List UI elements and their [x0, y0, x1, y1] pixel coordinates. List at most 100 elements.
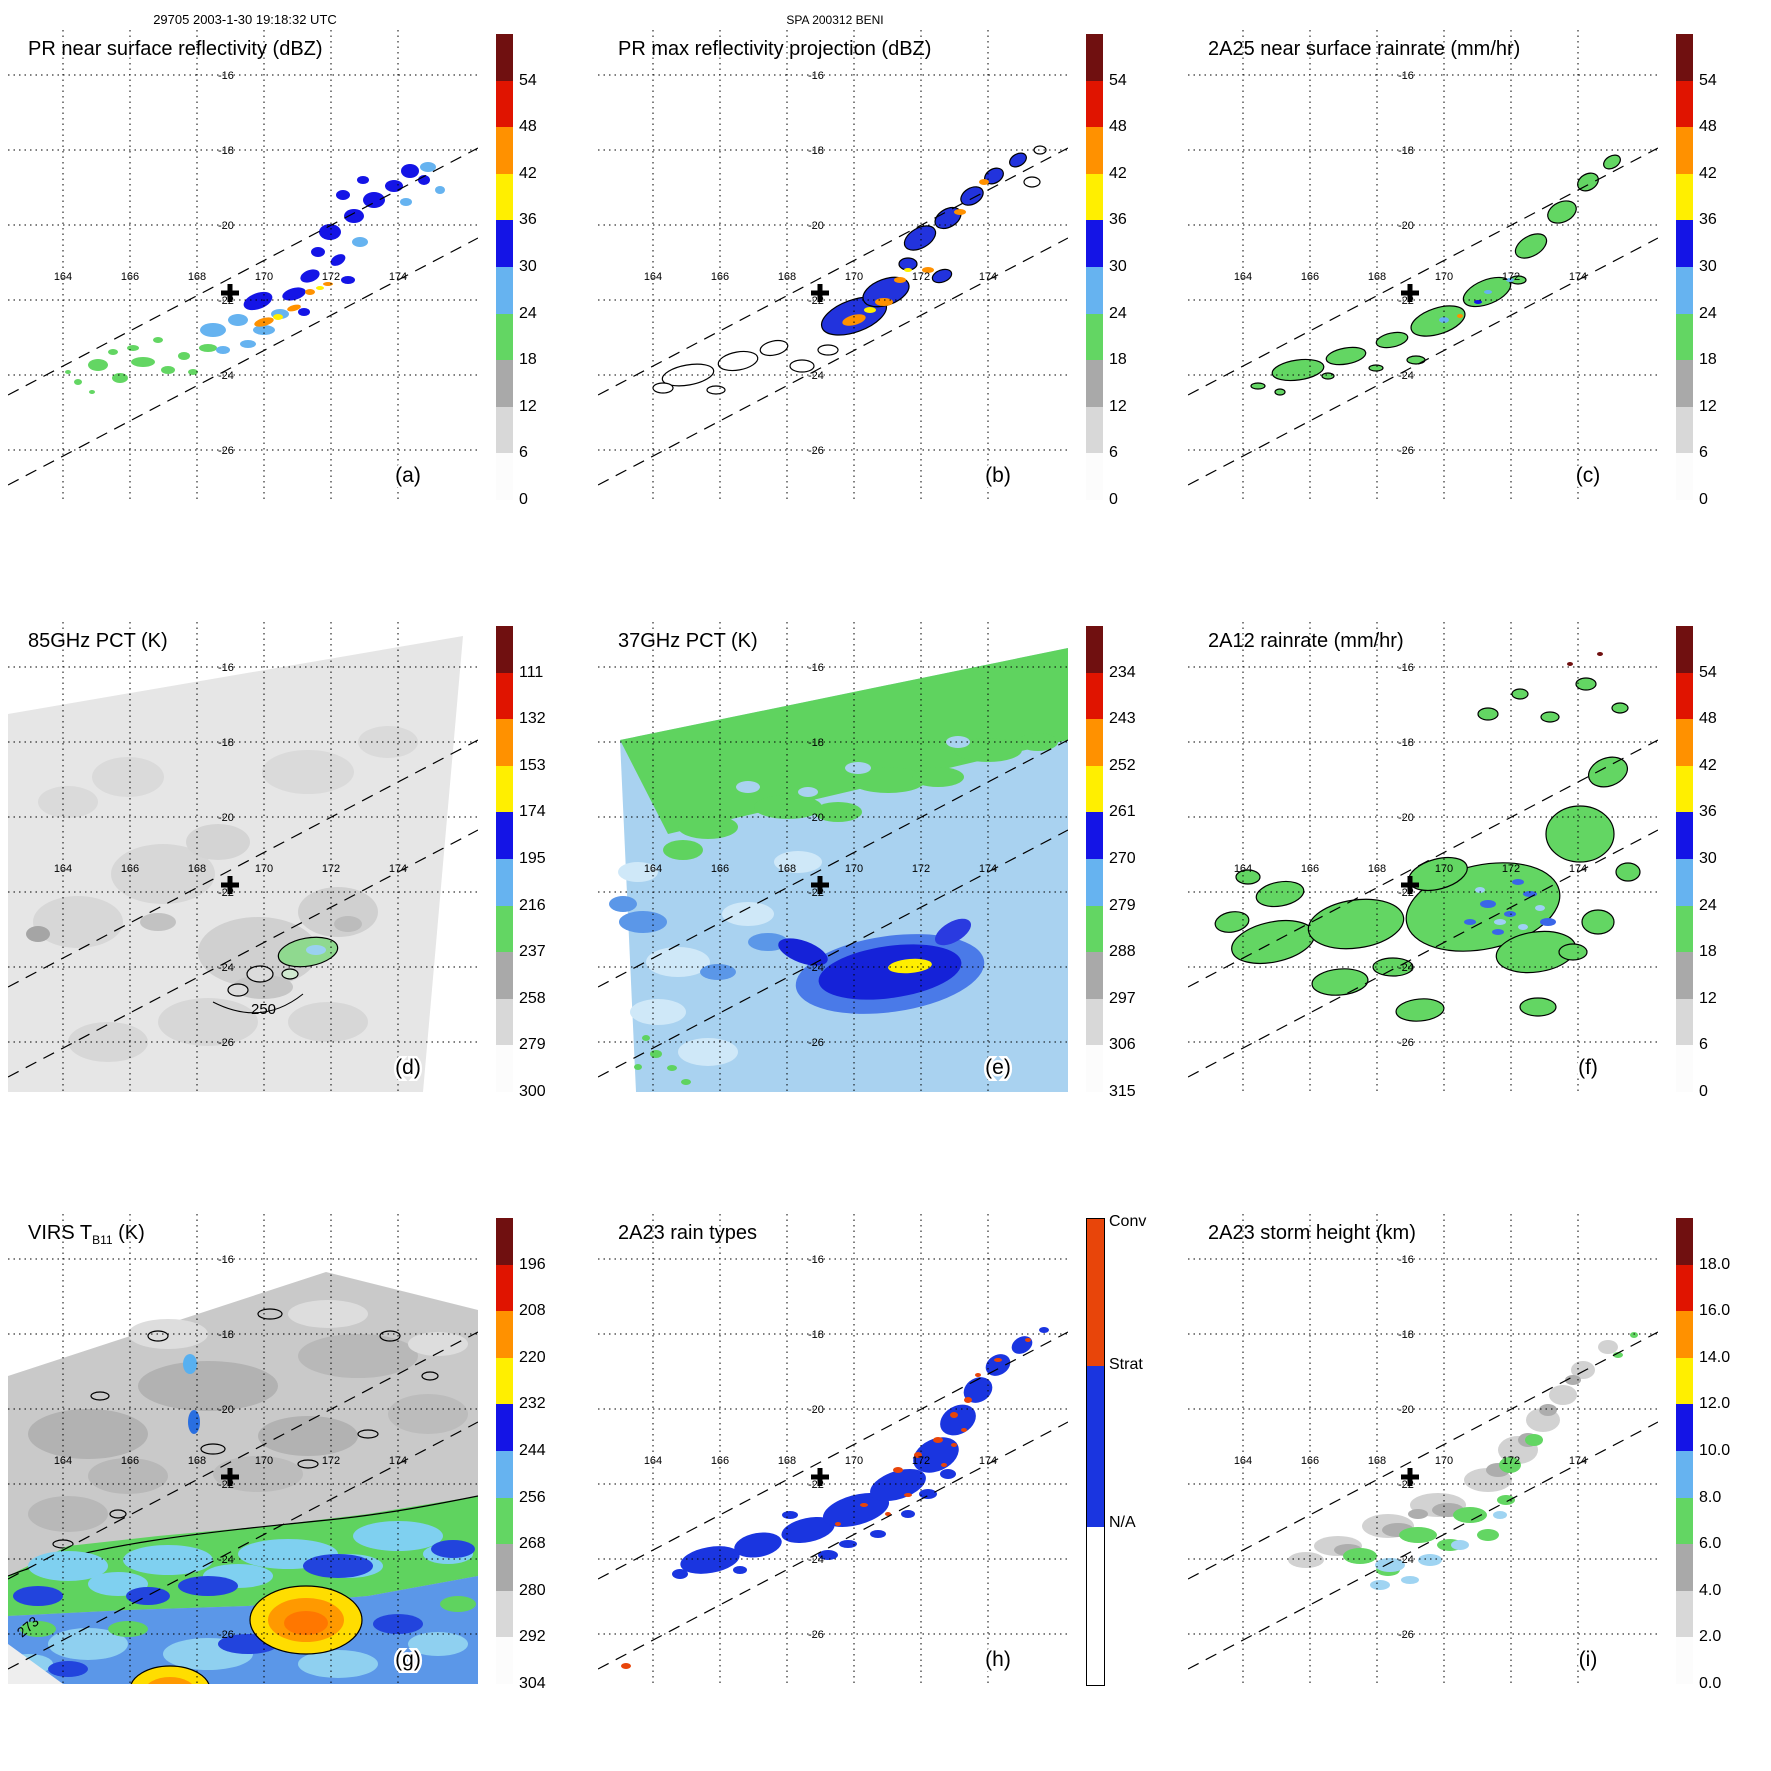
colorbar-segment [1676, 626, 1693, 673]
map-feature [38, 786, 98, 818]
colorbar-segment [1676, 1637, 1693, 1684]
colorbar-g [496, 1218, 513, 1684]
colorbar-tick-label: 48 [1699, 710, 1717, 728]
map-feature [621, 1663, 631, 1669]
colorbar-segment [496, 812, 513, 859]
map-feature [385, 180, 403, 192]
colorbar-tick-label: 12 [519, 397, 537, 415]
map-feature [213, 1456, 303, 1492]
colorbar-tick-label: 132 [519, 710, 546, 728]
map-feature [913, 1437, 959, 1473]
map-feature [842, 314, 866, 326]
map-feature [1464, 919, 1476, 925]
lat-label: -24 [808, 962, 824, 974]
map-feature [408, 1632, 468, 1656]
lon-label: 164 [54, 1455, 72, 1467]
swath-edge-line [597, 739, 1069, 988]
lon-label: 172 [1502, 863, 1520, 875]
map-feature [630, 999, 686, 1025]
lon-label: 164 [54, 863, 72, 875]
map-feature [1493, 1511, 1507, 1519]
map-feature [620, 648, 1068, 834]
colorbar-tick-label: 12 [1699, 989, 1717, 1007]
map-feature [1274, 388, 1286, 396]
map-feature [373, 1614, 423, 1634]
lon-label: 174 [979, 863, 997, 875]
map-feature [65, 370, 71, 374]
map-feature [8, 636, 463, 1092]
colorbar-labels-g: 196 208 220 232 244 256 268 280 292 304 [519, 1218, 589, 1692]
colorbar-tick-label: 0 [1109, 491, 1118, 508]
colorbar-segment [496, 1497, 513, 1545]
colorbar-tick-label: 18 [1109, 351, 1127, 369]
panel-title-i: 2A23 storm height (km) [1208, 1222, 1416, 1244]
colorbar-tick-label: 30 [1699, 258, 1717, 275]
colorbar-tick-label: 6 [1699, 1036, 1708, 1054]
map-feature [940, 1404, 976, 1436]
map-d: 250 164 166 168 170 172 174 -16 -18 -20 -22 -24 -26(… [7, 622, 479, 1092]
colorbar-segment [496, 360, 513, 407]
lon-label: 174 [1569, 863, 1587, 875]
colorbar-tick-label: 54 [519, 71, 537, 89]
colorbar-tick-label: 12 [1699, 397, 1717, 415]
lat-label: -20 [808, 220, 824, 232]
colorbar-tick-label: 297 [1109, 989, 1136, 1007]
colorbar-segment [1087, 1219, 1104, 1366]
colorbar-segment [1086, 765, 1103, 813]
map-feature [123, 1545, 213, 1575]
map-feature [870, 1468, 926, 1502]
map-feature [1558, 943, 1588, 961]
colorbar-tick-label: 0.0 [1699, 1675, 1722, 1692]
map-feature [951, 1443, 957, 1447]
map-feature [1613, 1352, 1623, 1358]
map-feature [1545, 805, 1615, 863]
colorbar-segment [1676, 765, 1693, 813]
storm-center-marker [221, 1468, 239, 1486]
colorbar-segment [496, 998, 513, 1046]
lon-label: 170 [1435, 863, 1453, 875]
lat-label: -16 [1398, 662, 1414, 674]
map-feature [919, 1489, 937, 1499]
lon-label: 170 [845, 271, 863, 283]
lon-label: 170 [255, 1455, 273, 1467]
lat-label: -16 [808, 1254, 824, 1266]
map-feature [1325, 346, 1367, 366]
map-feature [311, 247, 325, 257]
map-feature [994, 1358, 1002, 1362]
map-svg: 164 166 168 170 172 174-16-18-20-22-24-26(i) [1187, 1214, 1659, 1684]
map-feature [183, 1354, 197, 1374]
map-feature [781, 1516, 835, 1544]
colorbar-tick-label: 14.0 [1699, 1348, 1731, 1366]
colorbar-b [1086, 34, 1103, 500]
colorbar-tick-label: 16.0 [1699, 1302, 1731, 1320]
map-svg: 164 166 168 170 172 174-16-18-20-22-24-26(c) [1187, 30, 1659, 500]
map-feature [634, 1064, 642, 1070]
map-feature [48, 1628, 128, 1660]
map-feature [298, 308, 310, 316]
map-feature [186, 824, 250, 860]
colorbar-segment [496, 453, 513, 500]
colorbar-segment [496, 1357, 513, 1405]
map-feature [1271, 358, 1325, 382]
lat-label: -16 [218, 70, 234, 82]
colorbar-f [1676, 626, 1693, 1092]
swath-edge-line [7, 739, 479, 988]
map-feature [330, 254, 346, 266]
swath-edge-line [1187, 739, 1659, 988]
map-feature [774, 851, 822, 873]
map-feature [1577, 172, 1599, 192]
colorbar-segment [1086, 719, 1103, 766]
lat-label: -26 [218, 445, 234, 457]
lon-label: 166 [711, 863, 729, 875]
lon-label: 166 [711, 271, 729, 283]
map-feature [216, 346, 230, 354]
lat-label: -26 [1398, 1037, 1414, 1049]
panel-title-d: 85GHz PCT (K) [28, 630, 168, 652]
colorbar-segment [1676, 1357, 1693, 1405]
colorbar-segment [1086, 173, 1103, 221]
map-feature [904, 1493, 912, 1497]
map-feature [961, 1428, 967, 1432]
map-feature [1611, 702, 1629, 714]
map-feature [1009, 152, 1027, 168]
lat-label: -20 [218, 812, 234, 824]
